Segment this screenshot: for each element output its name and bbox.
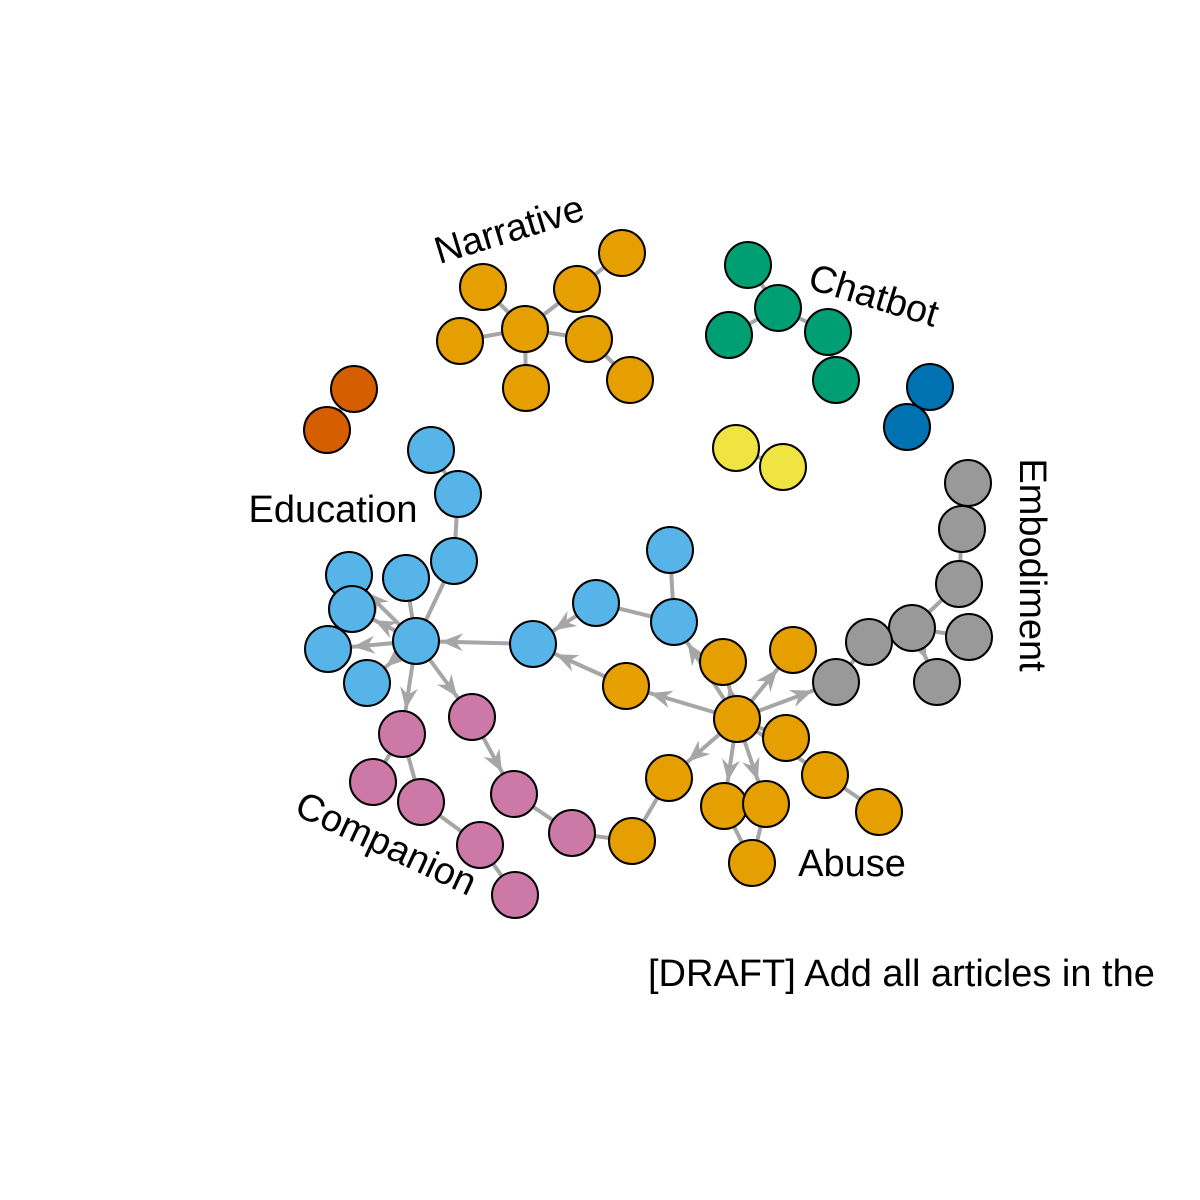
node-companion-p7 bbox=[548, 809, 596, 857]
node-narrative-n8 bbox=[606, 356, 654, 404]
node-abuse-a1 bbox=[602, 662, 650, 710]
node-education-e10 bbox=[509, 620, 557, 668]
node-education-e7 bbox=[392, 617, 440, 665]
node-abuse-a8 bbox=[700, 782, 748, 830]
arrowhead-a4-e13 bbox=[687, 642, 708, 667]
node-embodiment-m7 bbox=[812, 658, 860, 706]
node-education-e11 bbox=[572, 579, 620, 627]
arrowhead-e7-e8 bbox=[352, 635, 376, 654]
node-companion-p6 bbox=[456, 821, 504, 869]
node-abuse-a11 bbox=[608, 817, 656, 865]
node-abuse-a9 bbox=[742, 780, 790, 828]
node-narrative-n6 bbox=[565, 315, 613, 363]
label-narrative: Narrative bbox=[430, 187, 590, 272]
node-education-e13 bbox=[650, 598, 698, 646]
node-abuse-a7 bbox=[801, 751, 849, 799]
node-abuse-a2 bbox=[699, 638, 747, 686]
node-chatbot-c2 bbox=[754, 284, 802, 332]
node-education-e8 bbox=[304, 625, 352, 673]
node-education-e3 bbox=[430, 537, 478, 585]
node-narrative-n5 bbox=[501, 305, 549, 353]
node-chatbot-c1 bbox=[724, 241, 772, 289]
arrowhead-a4-a6 bbox=[687, 740, 711, 762]
node-companion-p3 bbox=[349, 758, 397, 806]
arrowhead-e7-p1 bbox=[400, 686, 418, 710]
node-abuse-a3 bbox=[769, 626, 817, 674]
node-embodiment-m1 bbox=[944, 459, 992, 507]
node-embodiment-m6 bbox=[945, 613, 993, 661]
arrowhead-e7-e6 bbox=[374, 620, 399, 639]
node-abuse-a12 bbox=[728, 839, 776, 887]
node-companion-p5 bbox=[490, 770, 538, 818]
node-chatbot-c3 bbox=[705, 311, 753, 359]
node-chatbot-c5 bbox=[812, 356, 860, 404]
arrowhead-a4-a8 bbox=[722, 758, 740, 782]
node-education-e9 bbox=[343, 659, 391, 707]
arrowhead-a4-a1 bbox=[649, 690, 674, 709]
nodes-layer bbox=[303, 229, 993, 919]
arrowhead-a4-a3 bbox=[756, 669, 778, 693]
arrowhead-e11-e10 bbox=[553, 610, 578, 631]
node-education-e5 bbox=[382, 554, 430, 602]
draft-caption: [DRAFT] Add all articles in the bbox=[648, 953, 1155, 995]
node-chatbot-c4 bbox=[804, 308, 852, 356]
node-embodiment-m3 bbox=[935, 560, 983, 608]
node-narrative-n7 bbox=[502, 364, 550, 412]
node-abuse-a10 bbox=[855, 788, 903, 836]
node-unlabeled-orange-o2 bbox=[303, 406, 351, 454]
node-education-e1 bbox=[407, 426, 455, 474]
node-abuse-a4 bbox=[713, 695, 761, 743]
node-unlabeled-yellow-y1 bbox=[712, 424, 760, 472]
node-narrative-n2 bbox=[553, 265, 601, 313]
node-narrative-n1 bbox=[459, 263, 507, 311]
arrowhead-a4-m7 bbox=[788, 690, 813, 707]
node-unlabeled-orange-o1 bbox=[330, 365, 378, 413]
node-unlabeled-blue-b1 bbox=[906, 363, 954, 411]
arrowhead-a1-e10 bbox=[555, 654, 580, 672]
arrowhead-e10-e7 bbox=[440, 633, 464, 652]
node-companion-p4 bbox=[397, 778, 445, 826]
arrowhead-e7-e9 bbox=[385, 645, 409, 667]
arrowhead-e7-p2 bbox=[436, 673, 458, 697]
node-abuse-a5 bbox=[762, 714, 810, 762]
arrowhead-p2-p5 bbox=[483, 748, 503, 773]
label-embodiment: Embodiment bbox=[1011, 458, 1053, 672]
label-abuse: Abuse bbox=[798, 843, 906, 885]
node-education-e6 bbox=[328, 585, 376, 633]
node-companion-p8 bbox=[491, 871, 539, 919]
node-embodiment-m2 bbox=[938, 505, 986, 553]
node-abuse-a6 bbox=[645, 754, 693, 802]
node-education-e12 bbox=[646, 526, 694, 574]
node-education-e2 bbox=[434, 470, 482, 518]
label-education: Education bbox=[248, 489, 417, 531]
node-companion-p2 bbox=[448, 693, 496, 741]
node-embodiment-m5 bbox=[845, 618, 893, 666]
node-narrative-n3 bbox=[598, 229, 646, 277]
node-companion-p1 bbox=[378, 710, 426, 758]
node-unlabeled-yellow-y2 bbox=[759, 443, 807, 491]
arrowhead-a4-a9 bbox=[742, 756, 760, 781]
node-narrative-n4 bbox=[436, 317, 484, 365]
node-unlabeled-blue-b2 bbox=[883, 403, 931, 451]
node-embodiment-m4 bbox=[888, 604, 936, 652]
node-embodiment-m8 bbox=[913, 658, 961, 706]
